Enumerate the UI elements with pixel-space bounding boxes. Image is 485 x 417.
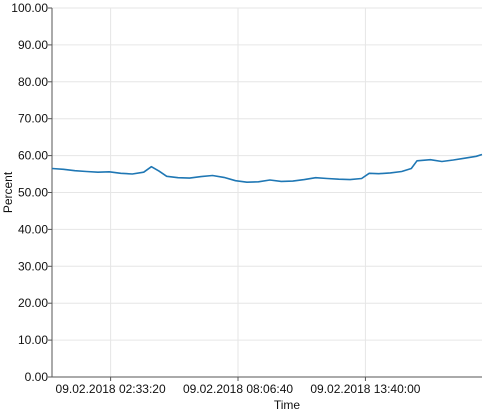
y-tick-label: 10.00 xyxy=(18,333,48,347)
y-tick-label: 70.00 xyxy=(18,112,48,126)
x-tick-label: 09.02.2018 13:40:00 xyxy=(310,382,420,396)
grid xyxy=(52,7,482,377)
y-tick-labels: 0.00 10.00 20.00 30.00 40.00 50.00 60.00 70.00 8… xyxy=(11,1,52,384)
y-tick-label: 100.00 xyxy=(11,1,48,15)
x-tick-label: 09.02.2018 08:06:40 xyxy=(183,382,293,396)
y-tick-label: 40.00 xyxy=(18,222,48,236)
x-tick-labels: 09.02.2018 02:33:20 09.02.2018 08:06:40 09… xyxy=(56,377,421,396)
y-tick-label: 20.00 xyxy=(18,296,48,310)
y-tick-label: 60.00 xyxy=(18,149,48,163)
y-tick-label: 30.00 xyxy=(18,259,48,273)
y-tick-label: 50.00 xyxy=(18,186,48,200)
x-tick-label: 09.02.2018 02:33:20 xyxy=(56,382,166,396)
y-tick-label: 80.00 xyxy=(18,75,48,89)
series-line xyxy=(51,153,483,183)
y-tick-label: 90.00 xyxy=(18,38,48,52)
y-tick-label: 0.00 xyxy=(25,370,49,384)
y-axis-title: Percent xyxy=(1,171,15,213)
x-axis-title: Time xyxy=(274,398,301,412)
